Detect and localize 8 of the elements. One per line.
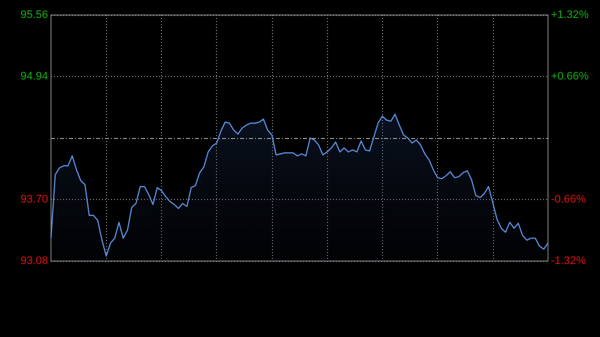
y2-tick-label: +1.32% bbox=[551, 9, 589, 21]
y-tick-label: 95.56 bbox=[20, 9, 48, 21]
y-tick-label: 93.70 bbox=[20, 194, 48, 206]
y2-tick-label: +0.66% bbox=[551, 70, 589, 82]
y2-tick-label: -0.66% bbox=[551, 194, 586, 206]
y2-tick-label: -1.32% bbox=[551, 255, 586, 267]
y-tick-label: 94.94 bbox=[20, 70, 48, 82]
y-tick-label: 93.08 bbox=[20, 255, 48, 267]
